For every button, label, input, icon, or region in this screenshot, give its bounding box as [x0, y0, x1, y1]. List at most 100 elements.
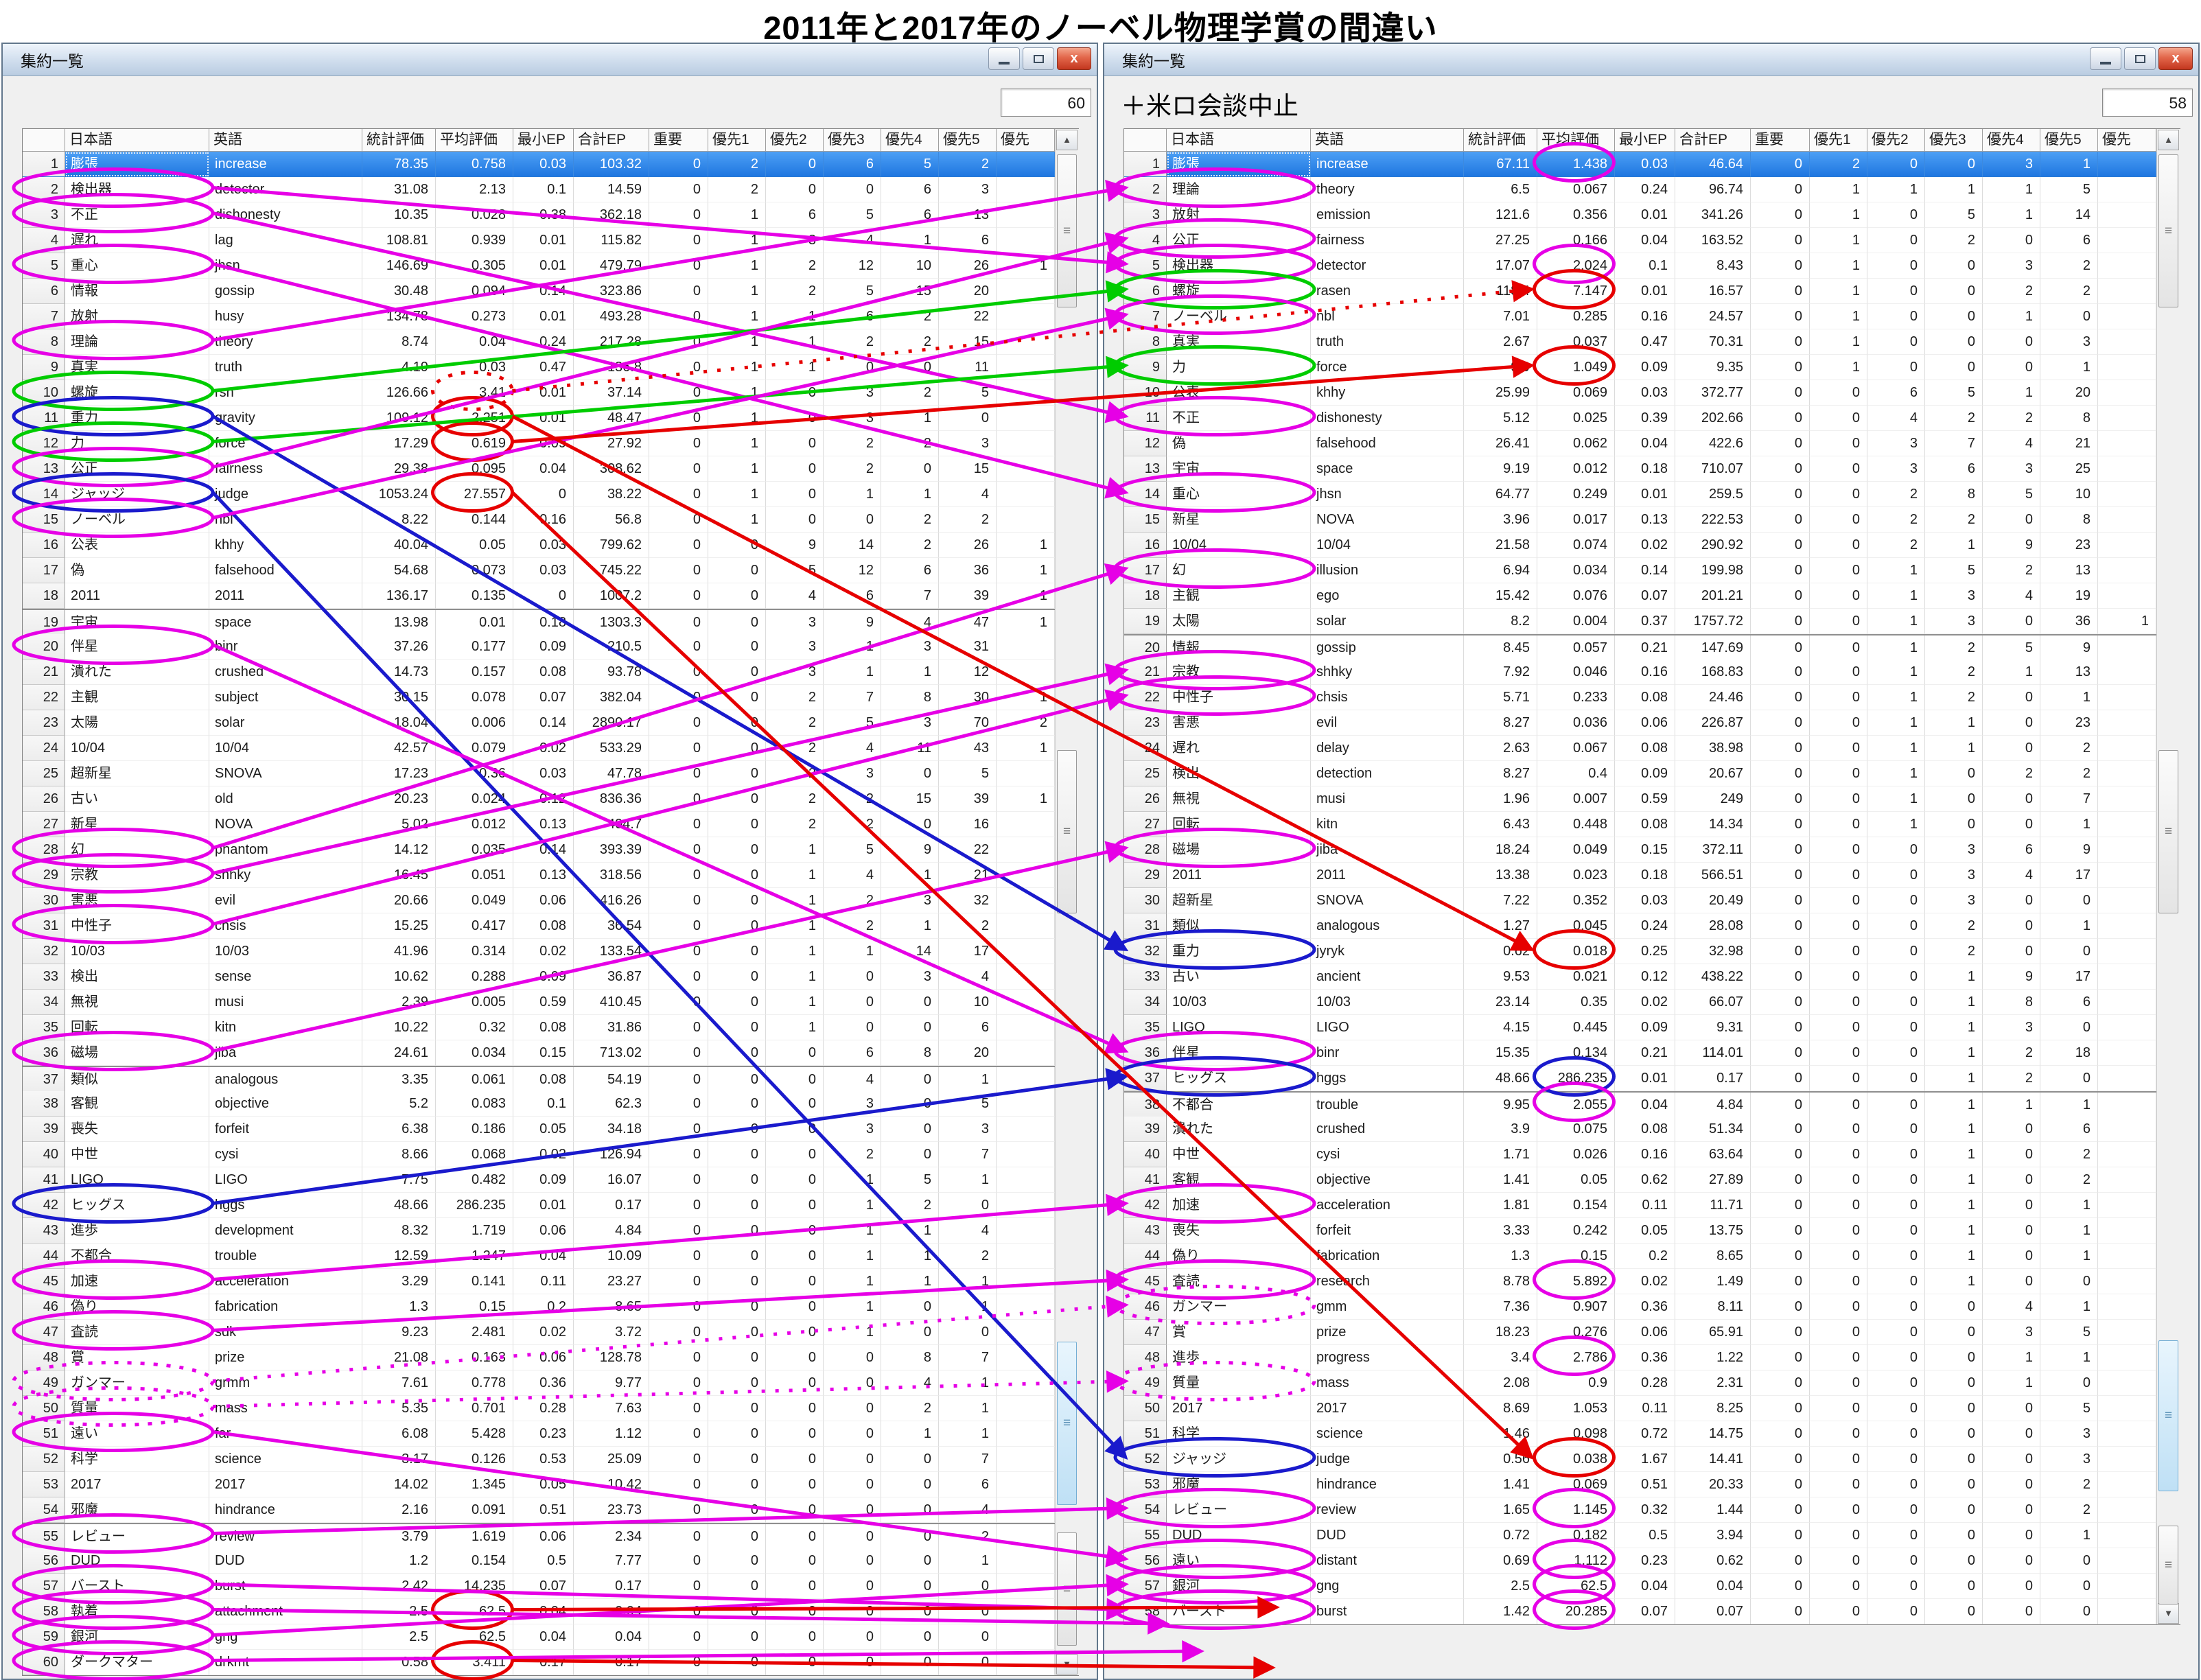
column-header-13[interactable]: 優先	[997, 129, 1055, 152]
table-row[interactable]: 22 中性子 chsis 5.71 0.233 0.08 24.46 0 0 1 2 0 1	[1124, 685, 2156, 710]
table-row[interactable]: 41 客観 objective 1.41 0.05 0.62 27.89 0 0 0 1 0 2	[1124, 1167, 2156, 1193]
table-row[interactable]: 9 力 force 9.9 1.049 0.09 9.35 0 1 0 0 0 1	[1124, 355, 2156, 380]
table-row[interactable]: 44 不都合 trouble 12.59 1.247 0.04 10.09 0 0 0 1 1 2	[23, 1244, 1055, 1269]
table-row[interactable]: 25 検出 detection 8.27 0.4 0.09 20.67 0 0 1 0 2 2	[1124, 761, 2156, 786]
column-header-6[interactable]: 合計EP	[1675, 129, 1751, 152]
table-row[interactable]: 56 DUD DUD 1.2 0.154 0.5 7.77 0 0 0 0 0 1	[23, 1548, 1055, 1574]
table-row[interactable]: 47 賞 prize 18.23 0.276 0.06 65.91 0 0 0 0 3 5	[1124, 1320, 2156, 1345]
table-row[interactable]: 56 遠い distant 0.69 1.112 0.23 0.62 0 0 0 0 0 0	[1124, 1548, 2156, 1574]
table-row[interactable]: 42 加速 acceleration 1.81 0.154 0.11 11.71 0 0 0 1 0 1	[1124, 1193, 2156, 1218]
table-row[interactable]: 44 偽り fabrication 1.3 0.15 0.2 8.65 0 0 0 1 0 1	[1124, 1244, 2156, 1269]
column-header-1[interactable]: 日本語	[65, 129, 209, 152]
column-header-7[interactable]: 重要	[649, 129, 708, 152]
table-row[interactable]: 8 理論 theory 8.74 0.04 0.24 217.28 0 1 1 2 2 15	[23, 329, 1055, 355]
table-row[interactable]: 35 回転 kitn 10.22 0.32 0.08 31.86 0 0 1 0 0 6	[23, 1015, 1055, 1040]
table-row[interactable]: 39 喪失 forfeit 6.38 0.186 0.05 34.18 0 0 0 3 0 3	[23, 1117, 1055, 1142]
scrollbar-thumb[interactable]: ≡	[2158, 1340, 2178, 1491]
table-row[interactable]: 40 中世 cysi 8.66 0.068 0.02 126.94 0 0 0 2 0 7	[23, 1142, 1055, 1167]
table-row[interactable]: 36 伴星 binr 15.35 0.134 0.21 114.01 0 0 0 1 2 18	[1124, 1040, 2156, 1066]
title-bar[interactable]: 集約一覧 x	[1104, 44, 2198, 76]
table-row[interactable]: 19 太陽 solar 8.2 0.004 0.37 1757.72 0 0 1 3 0 36 1	[1124, 609, 2156, 634]
table-row[interactable]: 4 遅れ lag 108.81 0.939 0.01 115.82 0 1 3 4 1 6	[23, 228, 1055, 253]
row-count-box[interactable]: 60	[1001, 89, 1091, 117]
table-row[interactable]: 23 太陽 solar 18.04 0.006 0.14 2890.17 0 0 2 5 3 70 2	[23, 710, 1055, 736]
table-row[interactable]: 33 検出 sense 10.62 0.288 0.09 36.87 0 0 1 0 3 4	[23, 964, 1055, 990]
column-header-5[interactable]: 最小EP	[1615, 129, 1675, 152]
table-row[interactable]: 1 膨張 increase 67.11 1.438 0.03 46.64 0 2 0 0 3 1	[1124, 152, 2156, 177]
table-row[interactable]: 22 主観 subject 30.15 0.078 0.07 382.04 0 0 2 7 8 30 1	[23, 685, 1055, 710]
table-row[interactable]: 53 邪魔 hindrance 1.41 0.069 0.51 20.33 0 0 0 0 0 2	[1124, 1472, 2156, 1497]
scrollbar-thumb[interactable]: ≡	[2158, 750, 2178, 913]
table-row[interactable]: 48 進歩 progress 3.4 2.786 0.36 1.22 0 0 0 0 1 1	[1124, 1345, 2156, 1370]
table-row[interactable]: 46 ガンマー gmm 7.36 0.907 0.36 8.11 0 0 0 0 4 1	[1124, 1294, 2156, 1320]
table-row[interactable]: 18 主観 ego 15.42 0.076 0.07 201.21 0 0 1 3 4 19	[1124, 583, 2156, 609]
maximize-button[interactable]	[1023, 47, 1054, 70]
table-row[interactable]: 51 遠い far 6.08 5.428 0.23 1.12 0 0 0 0 1 1	[23, 1421, 1055, 1447]
row-count-box[interactable]: 58	[2102, 89, 2193, 117]
table-row[interactable]: 57 銀河 gng 2.5 62.5 0.04 0.04 0 0 0 0 0 0	[1124, 1574, 2156, 1599]
table-row[interactable]: 20 情報 gossip 8.45 0.057 0.21 147.69 0 0 1 2 5 9	[1124, 634, 2156, 661]
column-header-8[interactable]: 優先1	[1810, 129, 1867, 152]
column-header-2[interactable]: 英語	[209, 129, 362, 152]
scroll-up-icon[interactable]: ▲	[1056, 130, 1078, 150]
minimize-button[interactable]	[988, 47, 1020, 70]
scrollbar-thumb[interactable]: ≡	[1057, 1532, 1077, 1646]
table-row[interactable]: 13 宇宙 space 9.19 0.012 0.18 710.07 0 0 3 6 3 25	[1124, 456, 2156, 482]
table-row[interactable]: 9 真実 truth 4.19 0.03 0.47 136.8 0 1 1 0 0 11	[23, 355, 1055, 380]
table-row[interactable]: 29 宗教 shhky 16.45 0.051 0.13 318.56 0 0 1 4 1 21	[23, 863, 1055, 888]
scroll-up-icon[interactable]: ▲	[2158, 130, 2179, 150]
table-row[interactable]: 48 賞 prize 21.08 0.163 0.06 128.78 0 0 0 0 8 7	[23, 1345, 1055, 1370]
table-row[interactable]: 49 ガンマー grmm 7.61 0.778 0.36 9.77 0 0 0 0 4 1	[23, 1370, 1055, 1396]
column-header-9[interactable]: 優先2	[1867, 129, 1925, 152]
column-header-5[interactable]: 最小EP	[513, 129, 574, 152]
title-bar[interactable]: 集約一覧 x	[3, 44, 1097, 76]
table-row[interactable]: 2 検出器 detector 31.08 2.13 0.1 14.59 0 2 0 0 6 3	[23, 177, 1055, 202]
table-row[interactable]: 10 螺旋 rsn 126.66 3.41 0.01 37.14 0 1 0 3 2 5	[23, 380, 1055, 406]
table-row[interactable]: 5 検出器 detector 17.07 2.024 0.1 8.43 0 1 0 0 3 2	[1124, 253, 2156, 279]
column-header-12[interactable]: 優先5	[2040, 129, 2098, 152]
table-row[interactable]: 11 重力 gravity 109.12 2.251 0.01 48.47 0 1 0 3 1 0	[23, 406, 1055, 431]
table-row[interactable]: 20 伴星 binr 37.26 0.177 0.09 210.5 0 0 3 1 3 31	[23, 634, 1055, 660]
column-header-6[interactable]: 合計EP	[574, 129, 649, 152]
scrollbar-thumb[interactable]: ≡	[2158, 1526, 2178, 1605]
table-row[interactable]: 24 10/04 10/04 42.57 0.079 0.02 533.29 0 0 2 4 11 43…	[23, 736, 1055, 761]
table-row[interactable]: 12 力 force 17.29 0.619 0.09 27.92 0 1 0 2 2 3	[23, 431, 1055, 456]
table-row[interactable]: 32 重力 jyryk 0.62 0.018 0.25 32.98 0 0 0 2 0 0	[1124, 939, 2156, 964]
table-row[interactable]: 54 レビュー review 1.65 1.145 0.32 1.44 0 0 0 0 0 2	[1124, 1497, 2156, 1523]
table-row[interactable]: 36 磁場 jiba 24.61 0.034 0.15 713.02 0 0 0 6 8 20	[23, 1040, 1055, 1066]
table-row[interactable]: 6 情報 gossip 30.48 0.094 0.14 323.86 0 1 2 5 15 20	[23, 279, 1055, 304]
minimize-button[interactable]	[2090, 47, 2121, 70]
table-row[interactable]: 21 宗教 shhky 7.92 0.046 0.16 168.83 0 0 1 2 1 13	[1124, 660, 2156, 685]
table-row[interactable]: 29 2011 2011 13.38 0.023 0.18 566.51 0 0 0 3 4 17	[1124, 863, 2156, 888]
table-row[interactable]: 30 超新星 SNOVA 7.22 0.352 0.03 20.49 0 0 0 3 0 0	[1124, 888, 2156, 913]
scrollbar-thumb[interactable]: ≡	[1057, 154, 1077, 307]
table-row[interactable]: 54 邪魔 hindrance 2.16 0.091 0.51 23.73 0 0 0 0 0 4	[23, 1497, 1055, 1523]
maximize-button[interactable]	[2124, 47, 2156, 70]
table-row[interactable]: 40 中世 cysi 1.71 0.026 0.16 63.64 0 0 0 1 0 2	[1124, 1142, 2156, 1167]
table-row[interactable]: 7 ノーベル nbl 7.01 0.285 0.16 24.57 0 1 0 0 1 0	[1124, 304, 2156, 329]
table-row[interactable]: 16 10/04 10/04 21.58 0.074 0.02 290.92 0 0 2 1 9 23	[1124, 533, 2156, 558]
column-header-3[interactable]: 統計評価	[362, 129, 436, 152]
table-row[interactable]: 1 膨張 increase 78.35 0.758 0.03 103.32 0 2 0 6 5 2	[23, 152, 1055, 177]
table-row[interactable]: 6 螺旋 rasen 118.4 7.147 0.01 16.57 0 1 0 0 2 2	[1124, 279, 2156, 304]
scrollbar-thumb[interactable]: ≡	[1057, 1342, 1077, 1505]
table-row[interactable]: 15 ノーベル nbl 8.22 0.144 0.16 56.8 0 1 0 0 2 2	[23, 507, 1055, 533]
table-row[interactable]: 42 ヒッグス hggs 48.66 286.235 0.01 0.17 0 0 0 1 2 0	[23, 1193, 1055, 1218]
table-row[interactable]: 34 10/03 10/03 23.14 0.35 0.02 66.07 0 0 0 1 8 6	[1124, 990, 2156, 1015]
table-row[interactable]: 3 不正 dishonesty 10.35 0.028 0.38 362.18 0 1 6 5 6 13	[23, 202, 1055, 228]
vertical-scrollbar[interactable]: ▲ ▼ ≡ ≡ ≡ ≡	[1055, 129, 1079, 1675]
table-row[interactable]: 41 LIGO LIGO 7.75 0.482 0.09 16.07 0 0 0 1 5 1	[23, 1167, 1055, 1193]
table-row[interactable]: 27 回転 kitn 6.43 0.448 0.08 14.34 0 0 1 0 0 1	[1124, 812, 2156, 837]
table-row[interactable]: 59 銀河 gng 2.5 62.5 0.04 0.04 0 0 0 0 0 0	[23, 1624, 1055, 1650]
table-row[interactable]: 43 喪失 forfeit 3.33 0.242 0.05 13.75 0 0 0 1 0 1	[1124, 1218, 2156, 1244]
scrollbar-thumb[interactable]: ≡	[2158, 154, 2178, 307]
table-row[interactable]: 5 重心 jhsn 146.69 0.305 0.01 479.79 0 1 2 12 10 26 1	[23, 253, 1055, 279]
table-row[interactable]: 39 潰れた crushed 3.9 0.075 0.08 51.34 0 0 0 1 0 6	[1124, 1117, 2156, 1142]
close-button[interactable]: x	[2158, 47, 2193, 70]
table-row[interactable]: 58 バースト burst 1.42 20.285 0.07 0.07 0 0 0 0 0 0	[1124, 1599, 2156, 1624]
table-row[interactable]: 13 公正 fairness 29.38 0.095 0.04 308.62 0 1 0 2 0 15	[23, 456, 1055, 482]
table-row[interactable]: 31 中性子 chsis 15.25 0.417 0.08 36.54 0 0 1 2 1 2	[23, 913, 1055, 939]
table-row[interactable]: 52 科学 science 3.17 0.126 0.53 25.09 0 0 0 0 0 7	[23, 1447, 1055, 1472]
table-row[interactable]: 55 DUD DUD 0.72 0.182 0.5 3.94 0 0 0 0 0 1	[1124, 1523, 2156, 1548]
table-row[interactable]: 19 宇宙 space 13.98 0.01 0.18 1303.3 0 0 3 9 4 47 1	[23, 609, 1055, 635]
